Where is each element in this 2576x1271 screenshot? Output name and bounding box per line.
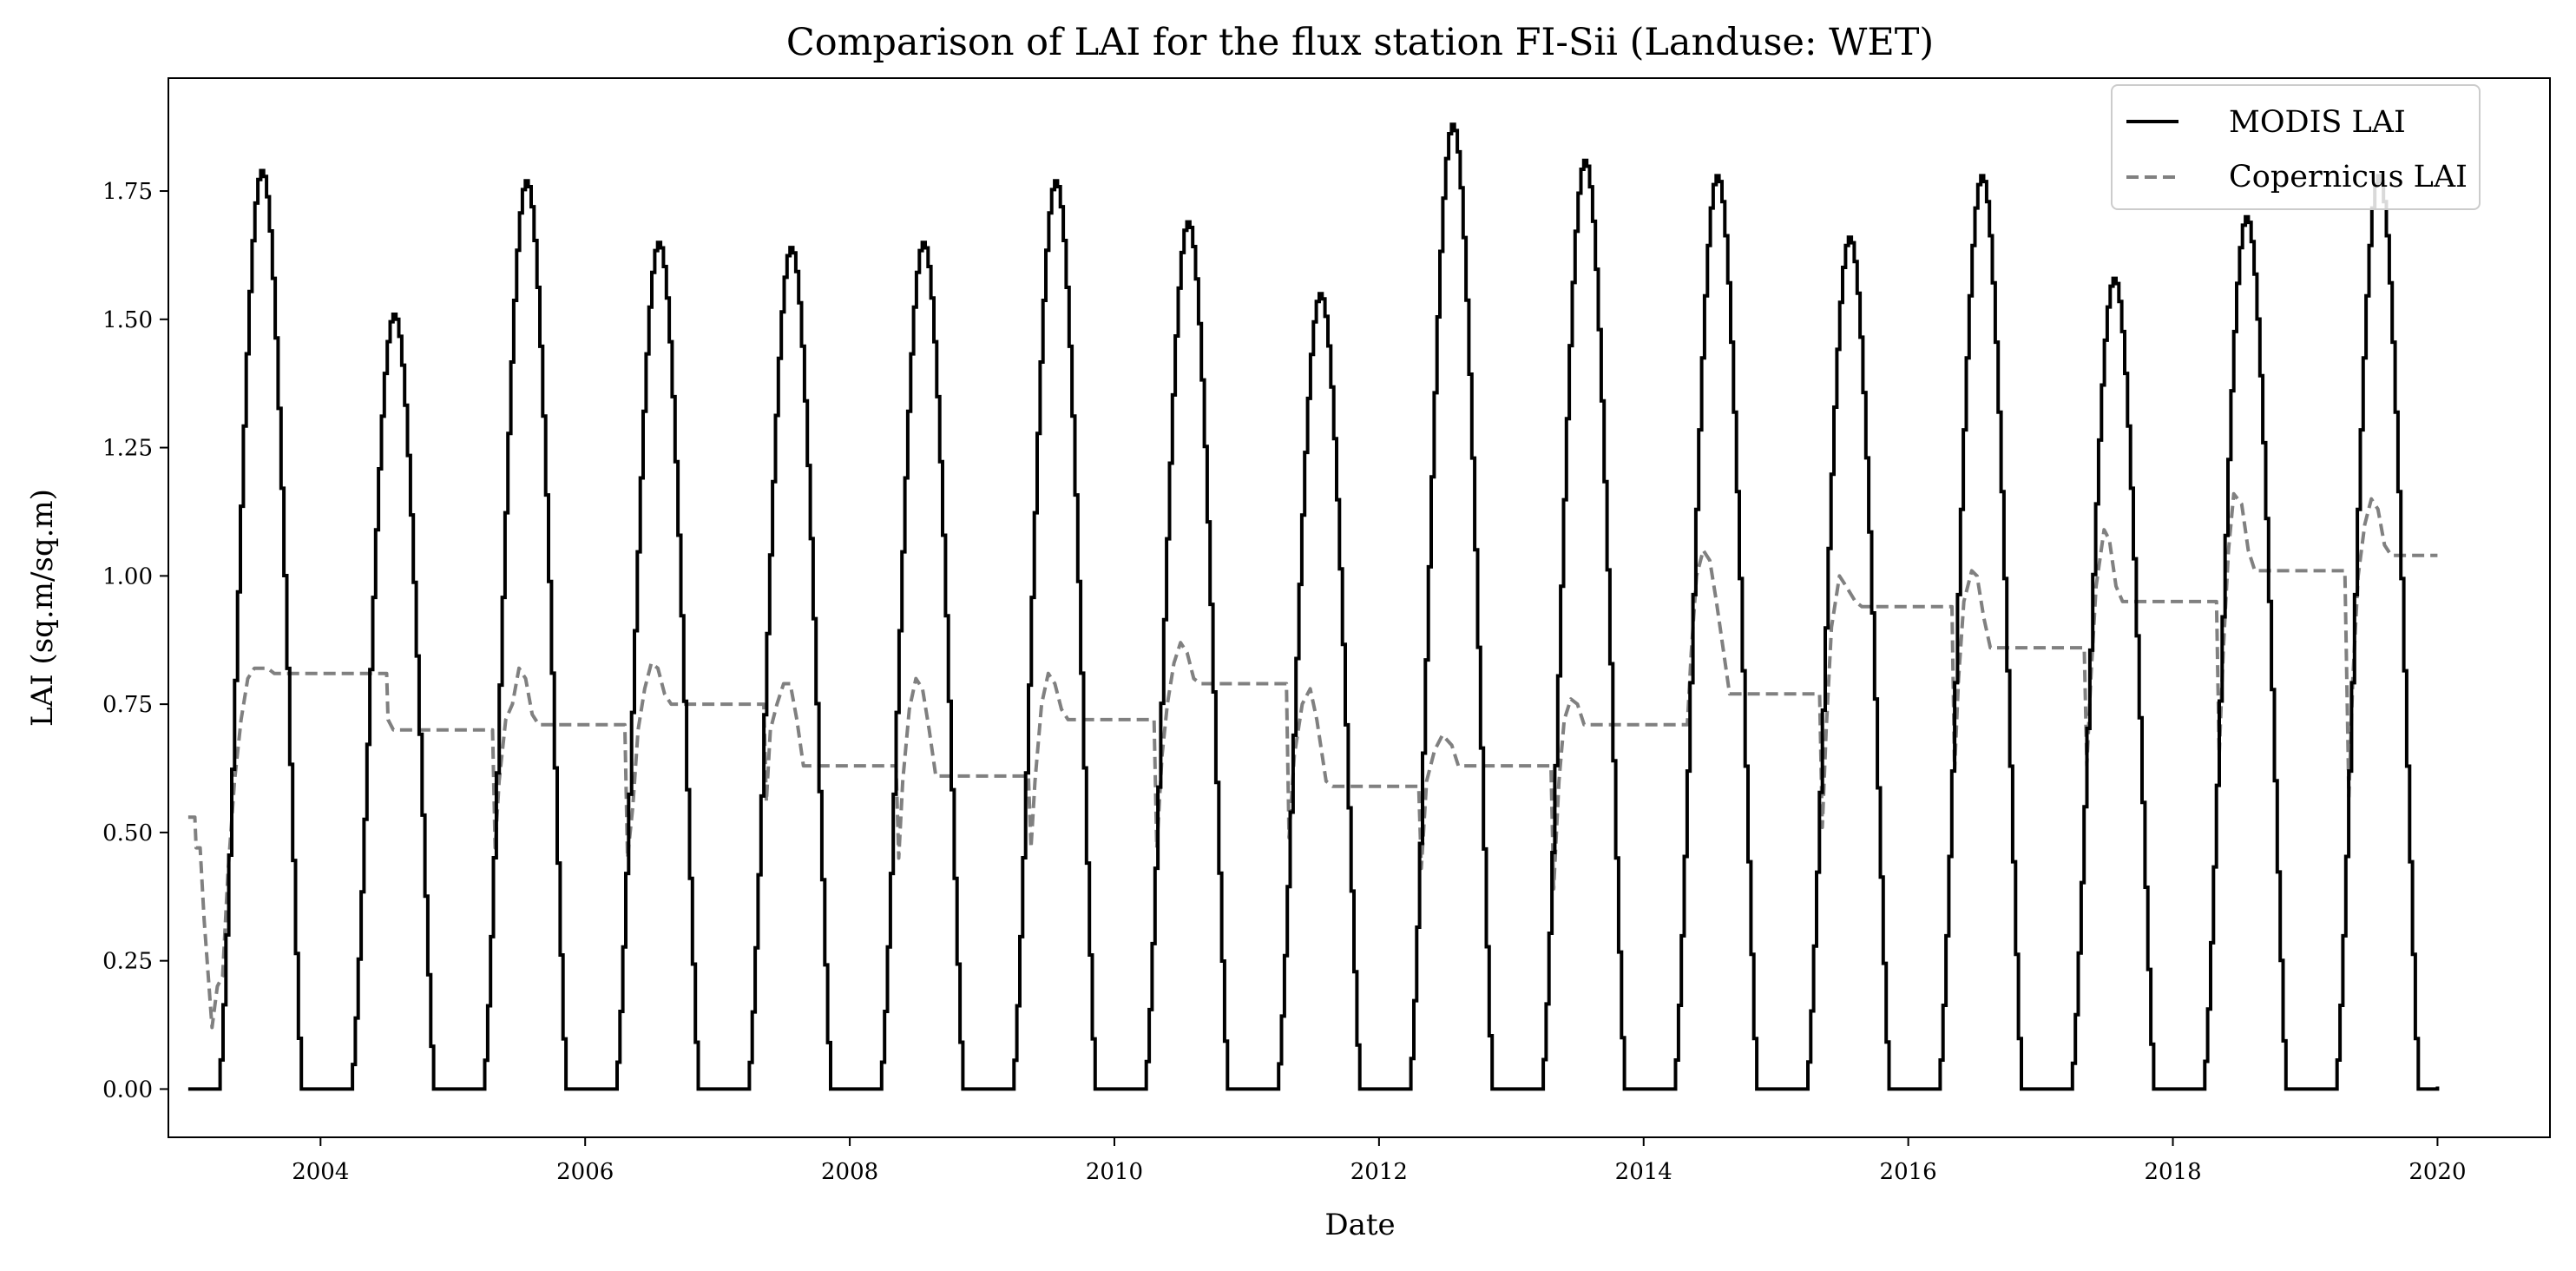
- x-axis-label: Date: [1324, 1208, 1395, 1242]
- y-axis: 0.00 0.25 0.50 0.75 1.00 1.25 1.50 1.75: [102, 179, 168, 1103]
- plot-area: [168, 77, 2551, 1138]
- y-tick-label-1.50: 1.50: [102, 307, 153, 333]
- y-tick-label-0.00: 0.00: [102, 1077, 153, 1103]
- series-modis-lai: [187, 122, 2440, 1091]
- x-tick-label-2014: 2014: [1615, 1159, 1672, 1185]
- x-tick-label-2008: 2008: [821, 1159, 878, 1185]
- x-tick-label-2020: 2020: [2408, 1159, 2466, 1185]
- x-tick-label-2016: 2016: [1880, 1159, 1937, 1185]
- legend: MODIS LAI Copernicus LAI: [2111, 84, 2481, 210]
- y-tick-label-1.75: 1.75: [102, 179, 153, 205]
- x-tick-label-2012: 2012: [1350, 1159, 1408, 1185]
- series-layer: [187, 122, 2440, 1091]
- legend-label-copernicus: Copernicus LAI: [2229, 160, 2468, 194]
- y-tick-label-1.00: 1.00: [102, 563, 153, 589]
- x-tick-label-2004: 2004: [292, 1159, 349, 1185]
- y-tick-label-0.25: 0.25: [102, 949, 153, 975]
- y-tick-label-1.25: 1.25: [102, 436, 153, 462]
- y-tick-label-0.75: 0.75: [102, 692, 153, 718]
- plot-frame: [168, 77, 2551, 1138]
- x-axis: 2004 2006 2008 2010 2012 2014 2016 2018 2020: [292, 1137, 2467, 1185]
- y-axis-label: LAI (sq.m/sq.m): [25, 489, 60, 727]
- x-tick-label-2018: 2018: [2144, 1159, 2201, 1185]
- chart-title: Comparison of LAI for the flux station F…: [786, 21, 1934, 64]
- y-tick-label-0.50: 0.50: [102, 820, 153, 846]
- x-tick-label-2010: 2010: [1086, 1159, 1143, 1185]
- legend-label-modis: MODIS LAI: [2229, 105, 2406, 140]
- legend-box: [2111, 84, 2481, 210]
- x-tick-label-2006: 2006: [556, 1159, 614, 1185]
